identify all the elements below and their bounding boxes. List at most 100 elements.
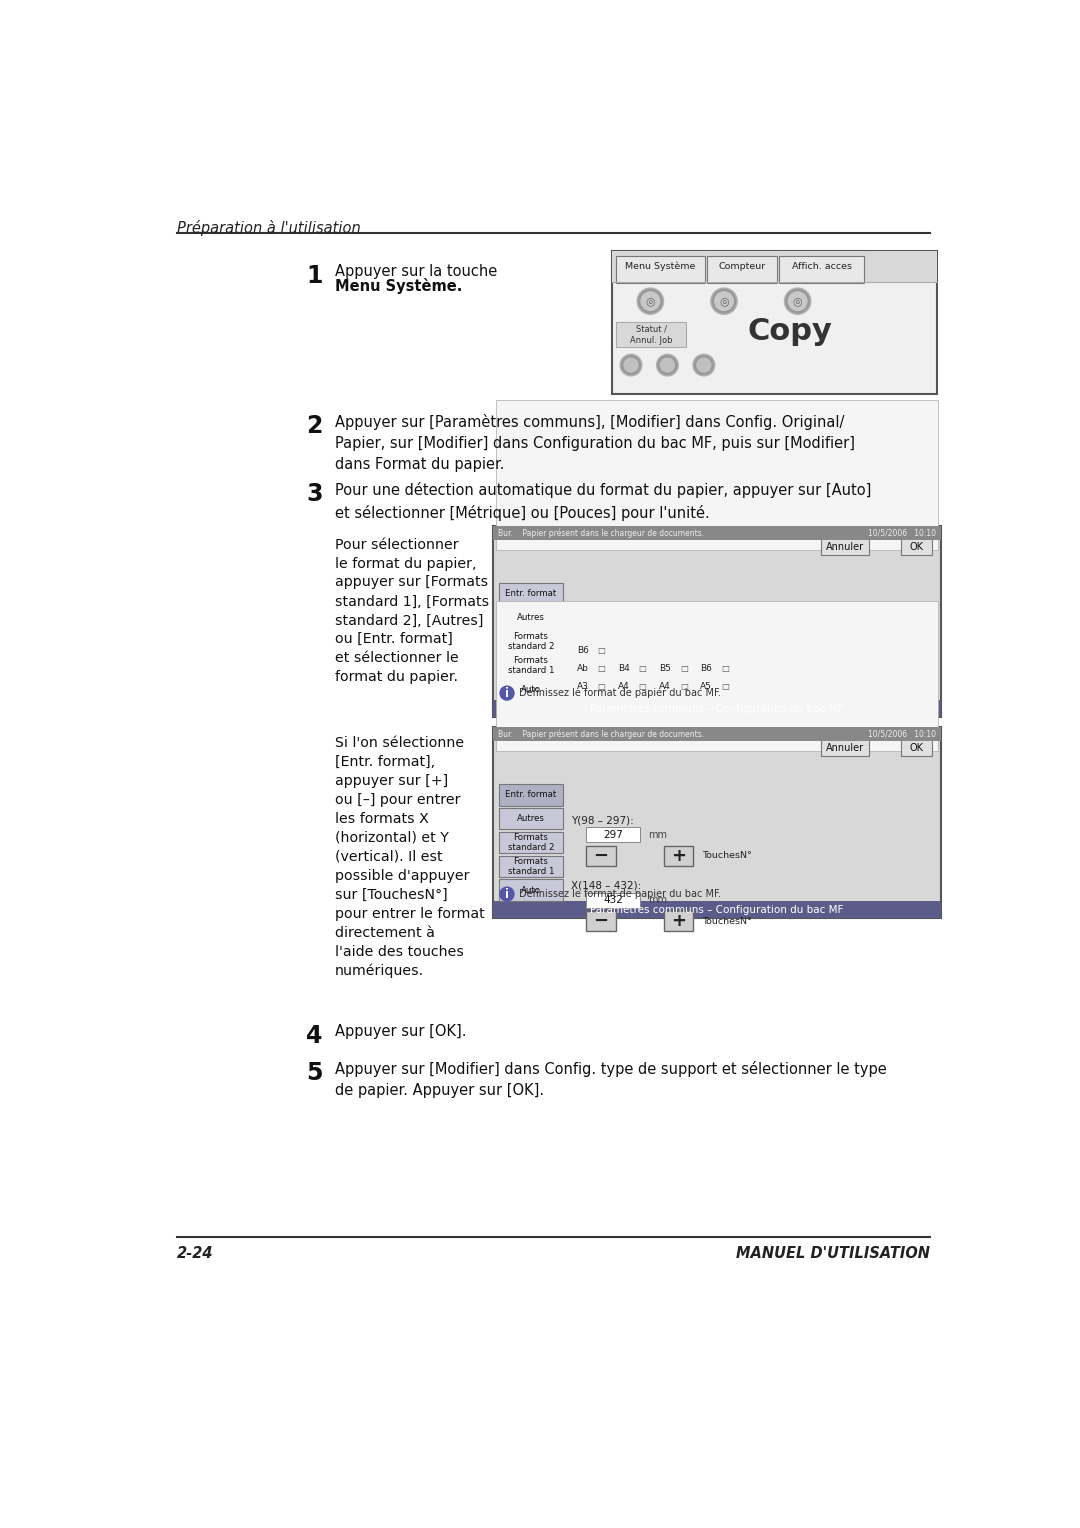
Bar <box>586 845 616 865</box>
Bar <box>586 911 616 931</box>
Text: Si l'on sélectionne
[Entr. format],
appuyer sur [+]
ou [–] pour entrer
les forma: Si l'on sélectionne [Entr. format], appu… <box>335 736 485 978</box>
Bar <box>663 911 693 931</box>
Text: A4: A4 <box>659 681 671 691</box>
Text: +: + <box>671 912 686 931</box>
Text: Appuyer sur [OK].: Appuyer sur [OK]. <box>335 1024 467 1039</box>
Text: Définissez le format de papier du bac MF.: Définissez le format de papier du bac MF… <box>518 688 720 698</box>
Bar <box>586 892 640 908</box>
Text: A4: A4 <box>618 681 630 691</box>
Text: Affich. acces: Affich. acces <box>792 261 852 270</box>
Text: A3: A3 <box>577 681 589 691</box>
Text: B4: B4 <box>618 665 630 672</box>
Text: mm: mm <box>648 895 667 905</box>
Text: 4: 4 <box>306 1024 323 1048</box>
Text: □: □ <box>597 681 606 691</box>
Circle shape <box>713 290 735 313</box>
Text: −: − <box>593 847 608 865</box>
Circle shape <box>620 354 642 376</box>
Text: Y(98 – 297):: Y(98 – 297): <box>570 816 633 825</box>
Bar <box>611 251 937 283</box>
Bar <box>499 856 563 877</box>
Bar <box>611 678 649 694</box>
Bar <box>494 727 941 741</box>
Text: 2-24: 2-24 <box>177 1245 214 1261</box>
Bar <box>611 251 937 394</box>
Circle shape <box>657 354 678 376</box>
Text: Entr. format: Entr. format <box>505 790 556 799</box>
Bar <box>570 678 608 694</box>
Bar <box>499 607 563 628</box>
Bar <box>494 700 941 717</box>
Circle shape <box>637 289 663 315</box>
Text: −: − <box>593 912 608 931</box>
Circle shape <box>624 358 638 371</box>
Text: □: □ <box>597 646 606 656</box>
Text: □: □ <box>597 665 606 672</box>
Bar <box>611 660 649 677</box>
Bar <box>821 538 869 555</box>
Text: B5: B5 <box>659 665 671 672</box>
Bar <box>499 654 563 677</box>
Text: TouchesN°: TouchesN° <box>702 917 752 926</box>
Text: □: □ <box>720 665 729 672</box>
Text: Pour une détection automatique du format du papier, appuyer sur [Auto]
et sélect: Pour une détection automatique du format… <box>335 483 872 521</box>
Text: MANUEL D'UTILISATION: MANUEL D'UTILISATION <box>737 1245 930 1261</box>
Text: X(148 – 432):: X(148 – 432): <box>570 882 640 891</box>
Bar <box>616 255 704 284</box>
Text: Autres: Autres <box>517 814 545 824</box>
Text: Formats
standard 1: Formats standard 1 <box>508 656 554 675</box>
Circle shape <box>784 289 811 315</box>
Text: TouchesN°: TouchesN° <box>702 851 752 860</box>
Circle shape <box>697 358 711 371</box>
Text: Annuler: Annuler <box>826 542 864 552</box>
Text: □: □ <box>679 665 688 672</box>
Text: ◎: ◎ <box>646 296 656 306</box>
Bar <box>494 526 941 539</box>
Text: Formats
standard 2: Formats standard 2 <box>508 833 554 853</box>
Text: □: □ <box>638 665 647 672</box>
Text: B6: B6 <box>577 646 589 656</box>
Text: Appuyer sur la touche: Appuyer sur la touche <box>335 264 497 280</box>
Bar <box>499 678 563 700</box>
Text: mm: mm <box>648 830 667 840</box>
Bar <box>570 643 608 659</box>
Text: Préparation à l'utilisation: Préparation à l'utilisation <box>177 220 361 237</box>
Circle shape <box>500 888 514 902</box>
Bar <box>496 601 937 750</box>
Circle shape <box>715 292 733 310</box>
Text: □: □ <box>720 681 729 691</box>
Text: B6: B6 <box>700 665 712 672</box>
Bar <box>499 808 563 830</box>
Circle shape <box>693 354 715 376</box>
Text: Appuyer sur [Modifier] dans Config. type de support et sélectionner le type
de p: Appuyer sur [Modifier] dans Config. type… <box>335 1060 887 1099</box>
Bar <box>494 727 941 918</box>
Text: 3: 3 <box>306 483 323 506</box>
Text: Menu Système.: Menu Système. <box>335 278 462 293</box>
Text: Statut /
Annul. Job: Statut / Annul. Job <box>630 325 673 345</box>
Text: Paramètres communs – Configuration du bac MF: Paramètres communs – Configuration du ba… <box>591 703 843 714</box>
Bar <box>494 902 941 918</box>
Text: Ab: Ab <box>577 665 589 672</box>
Circle shape <box>711 289 738 315</box>
Bar <box>499 784 563 805</box>
Text: 2: 2 <box>306 414 323 439</box>
Bar <box>821 740 869 756</box>
Bar <box>617 322 686 347</box>
Bar <box>663 845 693 865</box>
Text: 5: 5 <box>306 1060 323 1085</box>
Bar <box>496 400 937 550</box>
Bar <box>652 678 690 694</box>
Text: Définissez le format de papier du bac MF.: Définissez le format de papier du bac MF… <box>518 889 720 900</box>
Bar <box>570 660 608 677</box>
Text: □: □ <box>638 681 647 691</box>
Text: Compteur: Compteur <box>718 261 766 270</box>
Bar <box>707 255 777 284</box>
Text: 432: 432 <box>604 895 623 905</box>
Text: OK: OK <box>909 542 923 552</box>
Text: OK: OK <box>909 743 923 753</box>
Text: Autres: Autres <box>517 613 545 622</box>
Text: Copy: Copy <box>747 316 833 345</box>
Bar <box>901 740 932 756</box>
Text: Annuler: Annuler <box>826 743 864 753</box>
Text: A5: A5 <box>700 681 712 691</box>
